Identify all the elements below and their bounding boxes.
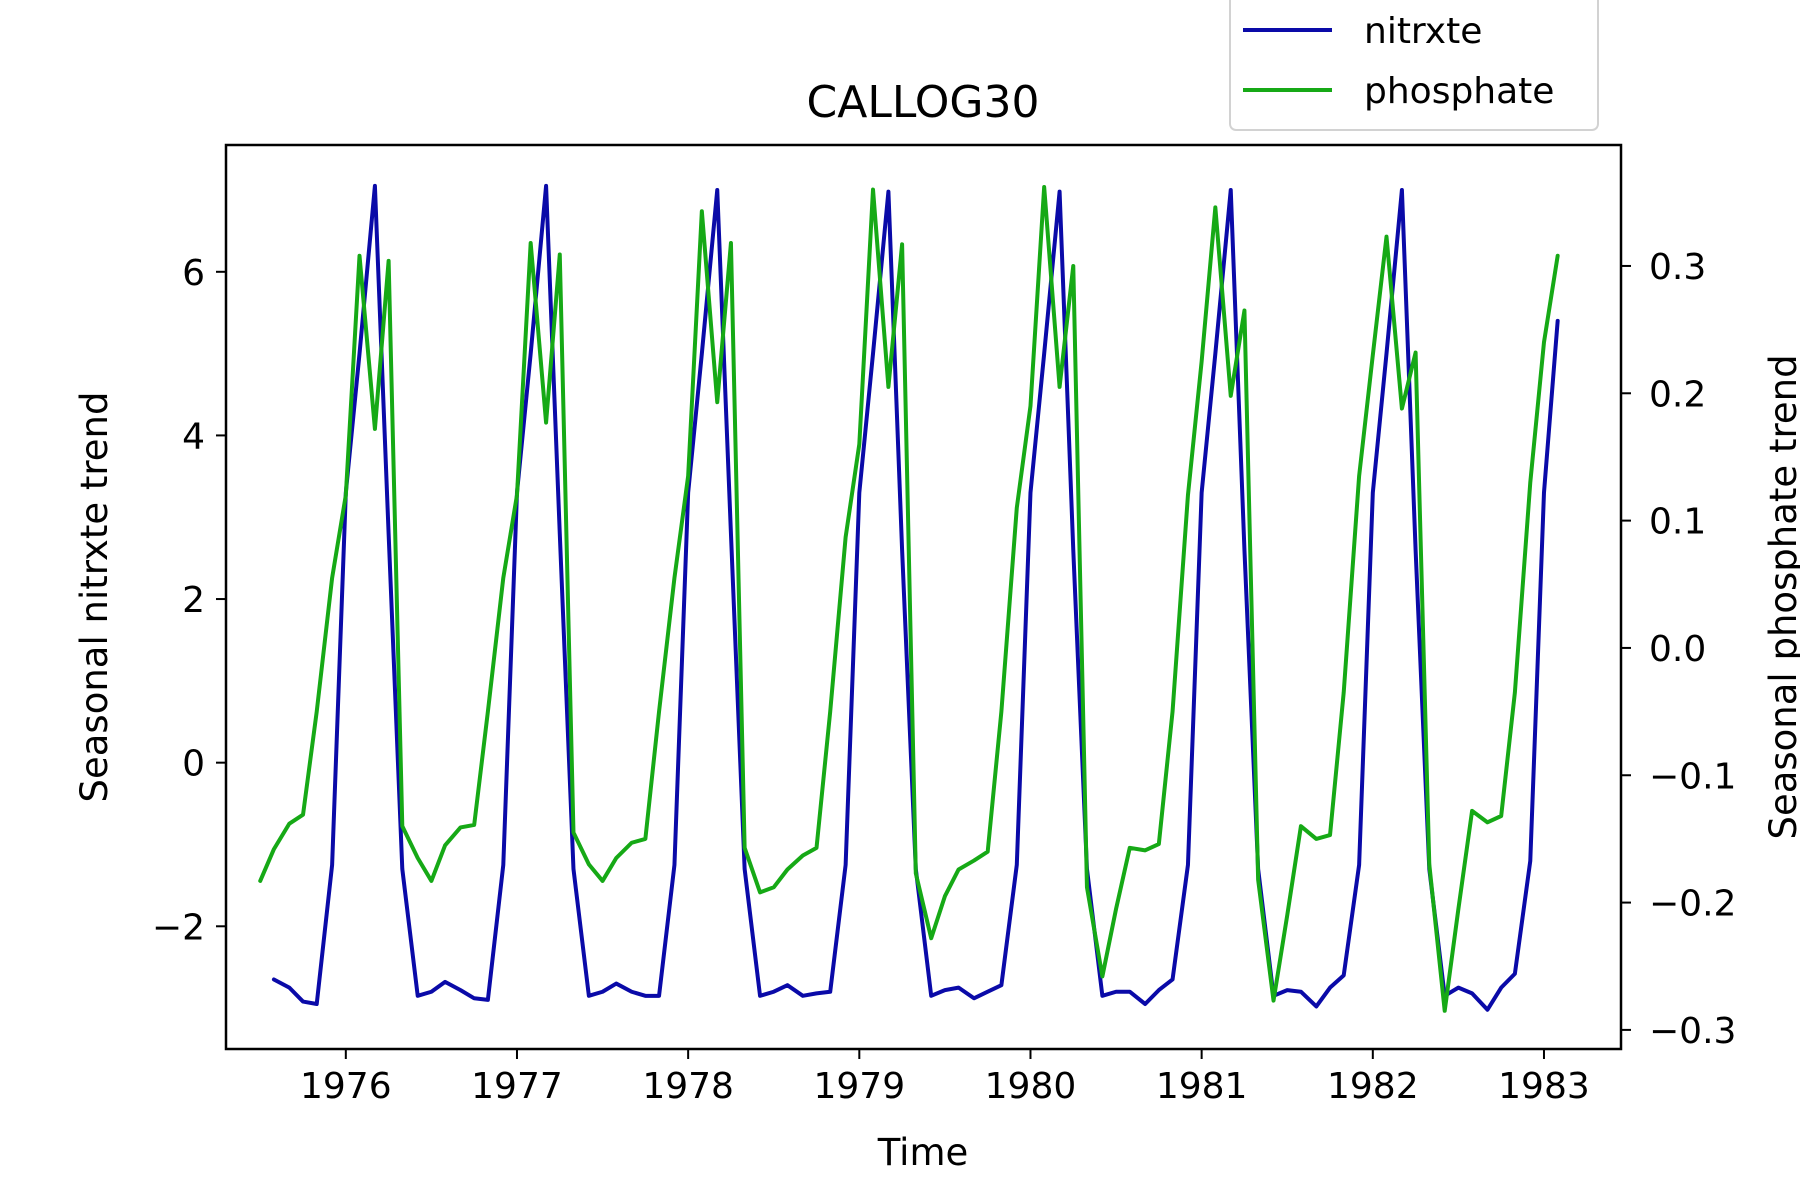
legend: nitrxte phosphate (1229, 0, 1599, 131)
y-right-tick-label: −0.2 (1649, 884, 1736, 925)
plot-frame (224, 143, 1623, 1051)
y-left-ticks: −2 0 2 4 6 (152, 253, 226, 948)
y-left-tick-label: 6 (182, 253, 205, 294)
y-right-tick-label: 0.3 (1649, 247, 1706, 288)
legend-label-phosphate: phosphate (1364, 71, 1554, 112)
x-ticks: 1976 1977 1978 1979 1980 1981 1982 1983 (300, 1049, 1590, 1107)
x-tick-label: 1979 (814, 1066, 906, 1107)
x-tick-label: 1977 (471, 1066, 563, 1107)
series-line-phosphate (258, 185, 1560, 1013)
y-right-tick-label: 0.0 (1649, 629, 1706, 670)
x-tick-label: 1978 (642, 1066, 734, 1107)
chart-title: CALLOG30 (807, 77, 1040, 128)
x-tick-label: 1976 (300, 1066, 392, 1107)
x-tick-label: 1982 (1327, 1066, 1419, 1107)
series-layer (258, 183, 1560, 1013)
x-tick-label: 1983 (1498, 1066, 1590, 1107)
y-left-tick-label: 2 (182, 580, 205, 621)
y-right-tick-label: 0.1 (1649, 502, 1706, 543)
legend-label-nitrxte: nitrxte (1364, 11, 1482, 52)
y-right-tick-label: −0.3 (1649, 1011, 1736, 1052)
y-left-axis-label: Seasonal nitrxte trend (73, 392, 116, 803)
y-left-tick-label: 0 (182, 744, 205, 785)
y-right-axis-label: Seasonal phosphate trend (1762, 354, 1800, 839)
legend-box (1229, 0, 1599, 131)
y-left-tick-label: 4 (182, 416, 205, 457)
y-right-tick-label: −0.1 (1649, 756, 1736, 797)
x-tick-label: 1980 (985, 1066, 1077, 1107)
y-left-tick-label: −2 (152, 907, 205, 948)
y-right-tick-label: 0.2 (1649, 374, 1706, 415)
y-right-ticks: −0.3 −0.2 −0.1 0.0 0.1 0.2 0.3 (1621, 247, 1736, 1052)
x-tick-label: 1981 (1156, 1066, 1248, 1107)
x-axis-label: Time (877, 1131, 969, 1174)
series-line-nitrxte (271, 183, 1560, 1012)
